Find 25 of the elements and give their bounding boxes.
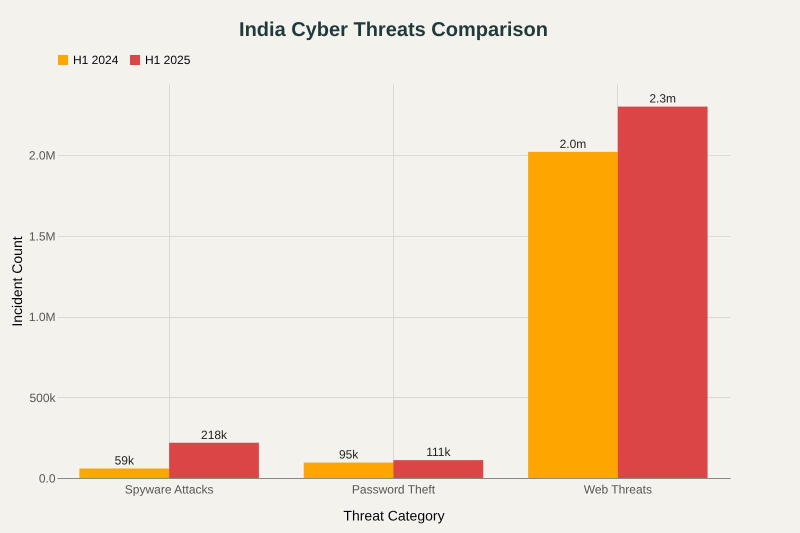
- bar: [394, 460, 484, 478]
- data-label: 218k: [201, 428, 228, 442]
- bar: [79, 468, 170, 478]
- data-label: 111k: [426, 445, 452, 460]
- data-label: 2.3m: [649, 92, 676, 106]
- chart-title: India Cyber Threats Comparison: [239, 19, 548, 41]
- legend-label: H1 2025: [145, 53, 191, 67]
- x-tick-label: Spyware Attacks: [124, 482, 214, 496]
- bar: [618, 106, 708, 478]
- bar: [169, 442, 259, 478]
- y-tick-label: 1.0M: [28, 310, 56, 324]
- data-label: 59k: [114, 453, 135, 468]
- y-tick-label: 1.5M: [28, 229, 56, 244]
- data-label: 2.0m: [560, 136, 586, 151]
- y-tick-label: 500k: [29, 390, 56, 405]
- bar: [304, 462, 394, 478]
- x-axis-title: Threat Category: [343, 508, 445, 524]
- bar: [528, 152, 618, 478]
- y-tick-label: 2.0M: [28, 148, 56, 163]
- data-label: 95k: [338, 448, 360, 462]
- x-tick-label: Web Threats: [584, 482, 652, 496]
- y-tick-label: 0.0: [38, 472, 56, 486]
- legend-label: H1 2024: [73, 53, 119, 67]
- y-axis-title: Incident Count: [8, 236, 25, 327]
- x-tick-label: Password Theft: [352, 482, 436, 496]
